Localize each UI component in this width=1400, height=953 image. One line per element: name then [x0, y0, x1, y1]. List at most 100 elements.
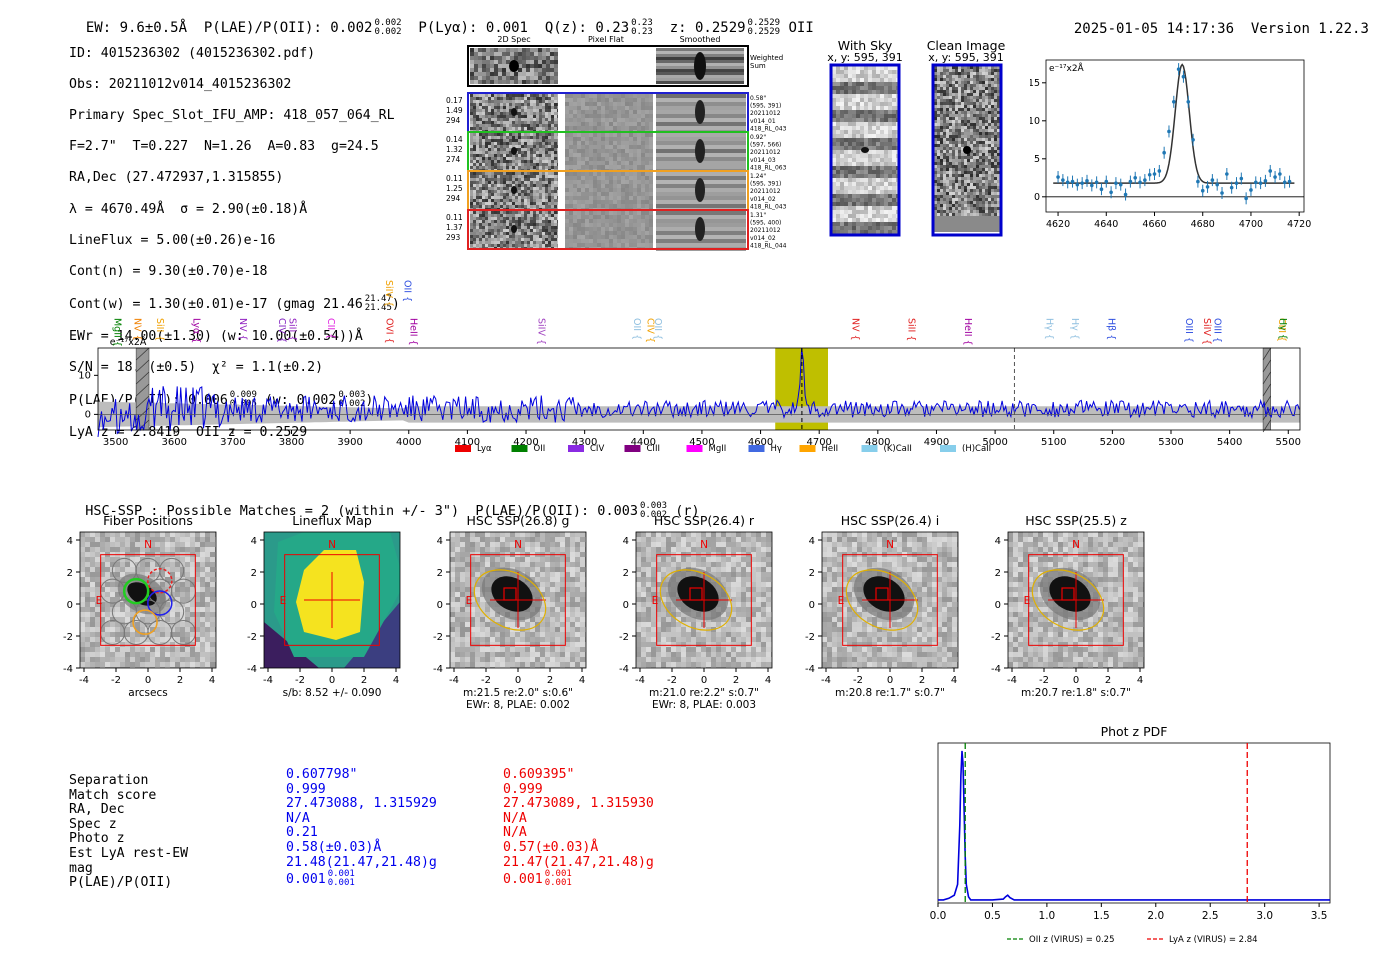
pixel: [868, 210, 872, 214]
pixel: [557, 175, 558, 178]
pixel: [976, 165, 979, 168]
pixel: [200, 532, 205, 537]
pixel: [551, 136, 554, 139]
pixel: [876, 66, 880, 70]
pixel: [605, 188, 609, 192]
pixel: [585, 153, 589, 157]
pixel: [964, 78, 967, 81]
pixel: [557, 226, 558, 229]
pixel: [985, 126, 988, 129]
pixel: [844, 78, 848, 82]
pixel: [852, 70, 856, 74]
pixel: [539, 127, 542, 130]
pixel: [985, 78, 988, 81]
pixel: [565, 215, 569, 219]
pixel: [997, 195, 1000, 198]
pixel: [536, 97, 539, 100]
info-plae-lo: 0.005: [229, 399, 257, 410]
pixel: [645, 137, 649, 141]
pixel: [649, 223, 653, 227]
pixel: [949, 114, 952, 117]
pixel: [548, 169, 551, 170]
info-contw-lo: 21.45: [364, 303, 392, 314]
pixel: [569, 130, 573, 131]
pixel: [609, 130, 613, 131]
pixel: [476, 241, 479, 244]
data-point: [1205, 185, 1210, 189]
pixel: [952, 135, 955, 138]
pixel: [629, 118, 633, 122]
pixel: [997, 114, 1000, 117]
pixel: [518, 247, 521, 248]
pixel: [888, 106, 892, 110]
pixel: [573, 219, 577, 223]
pixel: [637, 106, 641, 110]
pixel: [613, 133, 617, 137]
pixel: [530, 76, 534, 80]
pixel: [880, 202, 884, 206]
pixel: [497, 157, 500, 160]
pixel: [943, 168, 946, 171]
pixel: [832, 98, 836, 102]
pixel: [479, 205, 482, 208]
pixel: [892, 174, 896, 178]
pixel: [577, 196, 581, 200]
pixel: [613, 188, 617, 192]
pixel: [601, 165, 605, 169]
row-right-stat: 418_RL_043: [750, 125, 787, 132]
pixel: [609, 137, 613, 141]
pixel: [539, 181, 542, 184]
pixel: [844, 178, 848, 182]
row-2d-spec: [470, 211, 558, 248]
pixel: [482, 148, 485, 151]
pixel: [836, 102, 840, 106]
pixel: [506, 193, 509, 196]
pixel: [884, 122, 888, 126]
pixel: [526, 76, 530, 80]
pixel: [852, 126, 856, 130]
pixel: [609, 223, 613, 227]
pixel: [577, 157, 581, 161]
pixel: [509, 226, 512, 229]
pixel: [506, 121, 509, 124]
pixel: [526, 56, 530, 60]
pixel: [961, 129, 964, 132]
pixel: [979, 87, 982, 90]
pixel: [955, 117, 958, 120]
pixel: [621, 223, 625, 227]
pixel: [864, 138, 868, 142]
pixel: [856, 90, 860, 94]
pixel: [536, 94, 539, 97]
pixel: [645, 184, 649, 188]
line-id-label: MgII {: [111, 318, 122, 347]
pixel: [994, 99, 997, 102]
line-id-label: SiII {: [154, 318, 165, 341]
pixel: [997, 171, 1000, 174]
pixel: [573, 211, 577, 215]
pixel: [637, 227, 641, 231]
pixel: [637, 153, 641, 157]
pixel: [494, 115, 497, 118]
pixel: [551, 145, 554, 148]
pixel: [506, 118, 509, 121]
pixel: [997, 123, 1000, 126]
hatch: [1262, 371, 1271, 385]
pixel: [991, 102, 994, 105]
pixel: [565, 227, 569, 231]
data-point: [1080, 181, 1084, 185]
pixel: [979, 78, 982, 81]
pixel: [994, 156, 997, 159]
pixel: [629, 126, 633, 130]
pixel: [557, 208, 558, 209]
pixel: [609, 184, 613, 188]
pixel: [518, 100, 521, 103]
pixel: [880, 154, 884, 158]
pixel: [530, 208, 533, 209]
pixel: [946, 165, 949, 168]
pixel: [888, 146, 892, 150]
pixel: [876, 166, 880, 170]
pixel: [550, 72, 554, 76]
pixel: [557, 151, 558, 154]
data-point: [1114, 181, 1118, 185]
pixel: [949, 135, 952, 138]
